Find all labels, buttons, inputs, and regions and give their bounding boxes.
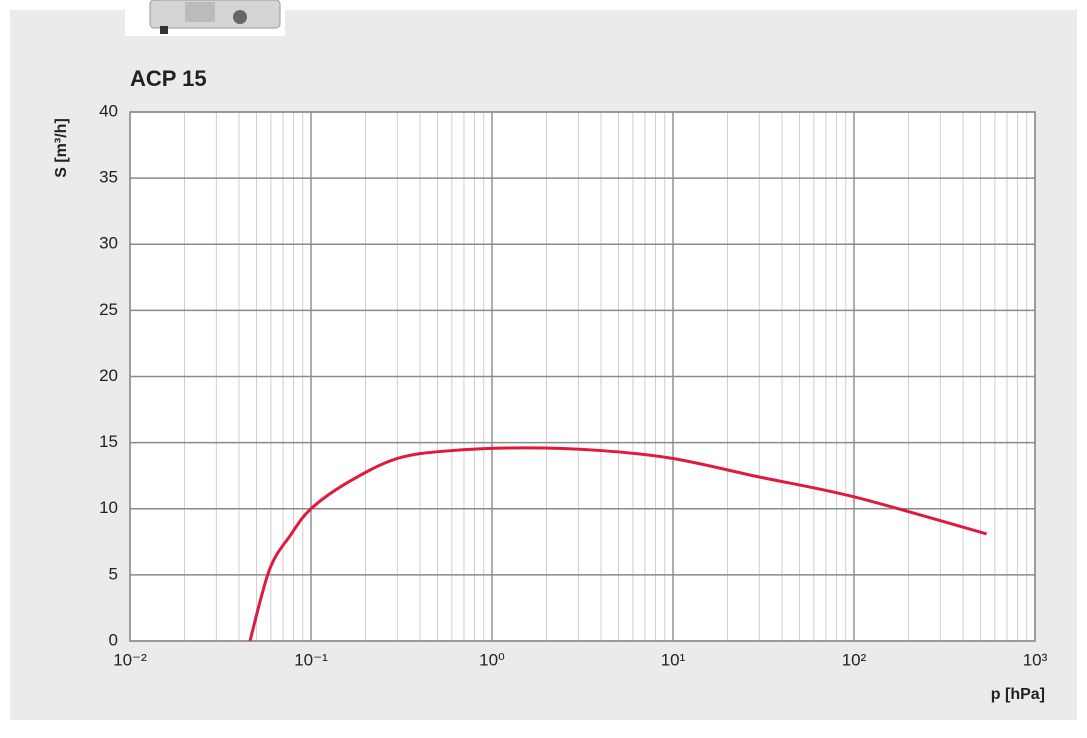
page: {"chart_data": {"type": "line", "title":… — [0, 0, 1087, 733]
y-tick-label: 35 — [99, 168, 118, 187]
y-tick-label: 25 — [99, 300, 118, 319]
y-tick-label: 20 — [99, 366, 118, 385]
chart-title: ACP 15 — [130, 66, 207, 91]
y-tick-label: 0 — [109, 630, 118, 649]
x-tick-label: 10⁻² — [113, 650, 147, 669]
y-tick-label: 15 — [99, 432, 118, 451]
x-axis-label: p [hPa] — [991, 686, 1045, 703]
x-tick-label: 10¹ — [661, 650, 686, 669]
y-tick-label: 30 — [99, 234, 118, 253]
x-tick-label: 10³ — [1023, 650, 1048, 669]
x-tick-label: 10⁰ — [479, 650, 505, 669]
x-tick-label: 10⁻¹ — [294, 650, 328, 669]
y-axis-label: S [m³/h] — [53, 118, 70, 178]
x-tick-label: 10² — [842, 650, 867, 669]
y-tick-label: 40 — [99, 101, 118, 120]
y-tick-label: 10 — [99, 498, 118, 517]
chart: ACP 15 S [m³/h] p [hPa] 0 5 10 15 20 25 30 35 40… — [0, 0, 1087, 733]
y-tick-label: 5 — [109, 564, 118, 583]
pump-image — [125, 0, 285, 36]
